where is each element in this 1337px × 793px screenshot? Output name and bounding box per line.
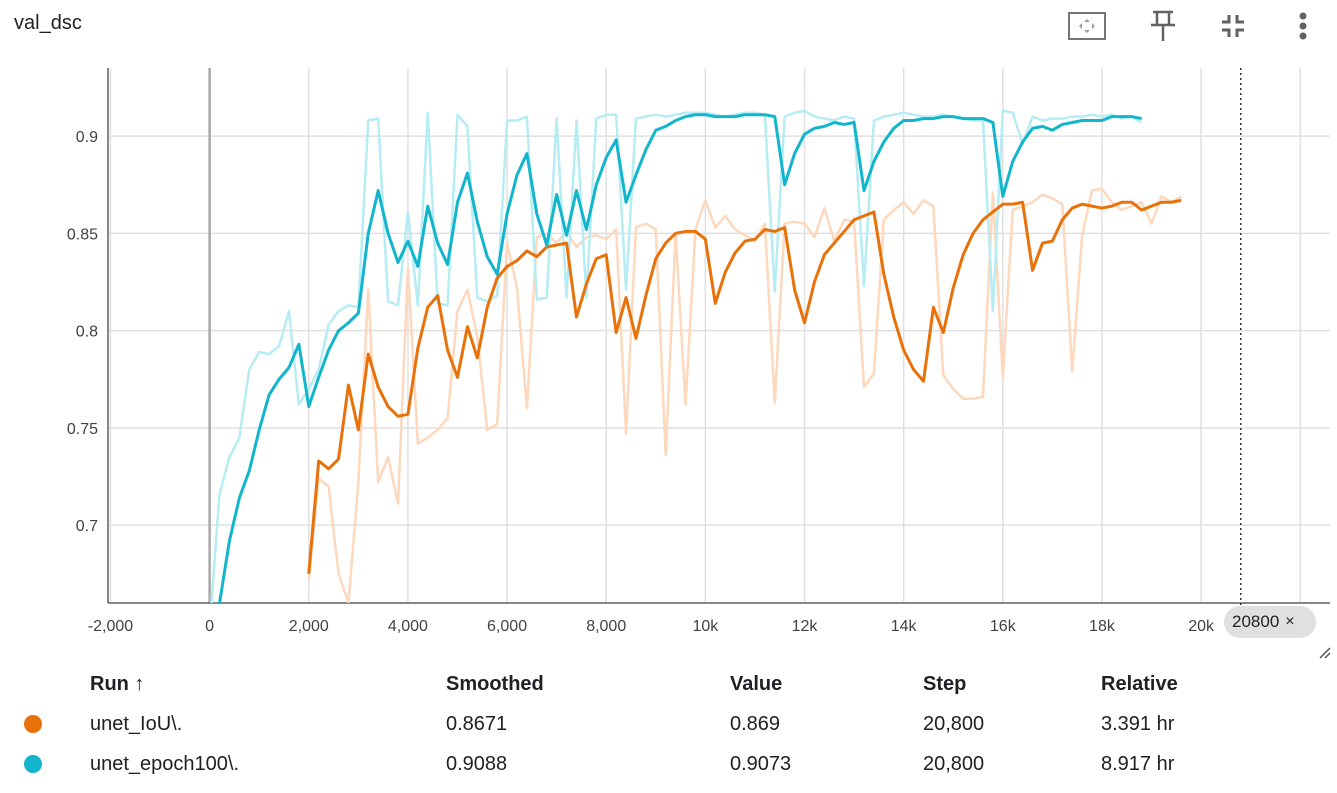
- x-tick-label: 18k: [1089, 618, 1116, 635]
- more-vert-icon[interactable]: [1283, 6, 1323, 46]
- run-relative: 8.917 hr: [1101, 752, 1175, 775]
- run-step: 20,800: [923, 752, 985, 775]
- header-color: [0, 664, 90, 704]
- x-tick-label: 12k: [792, 618, 819, 635]
- x-tick-label: 0: [205, 618, 214, 635]
- y-tick-label: 0.8: [76, 324, 98, 341]
- x-tick-label: 6,000: [487, 618, 527, 635]
- grid-lines: [107, 68, 1330, 604]
- pin-icon[interactable]: [1143, 6, 1183, 46]
- run-color-dot: [24, 755, 42, 774]
- axis-ticks: 0.7 0.75 0.8 0.85 0.9 -2,000 0 2,000 4,000 6,000 8…: [67, 129, 1314, 635]
- run-color-dot: [24, 715, 42, 734]
- series-0: [307, 187, 1182, 603]
- smoothed-series-1: [217, 113, 1142, 603]
- fit-domain-icon[interactable]: [1067, 6, 1107, 46]
- run-smoothed: 0.8671: [446, 712, 508, 735]
- header-smoothed[interactable]: Smoothed: [446, 672, 544, 695]
- y-tick-label: 0.75: [67, 421, 98, 438]
- y-tick-label: 0.85: [67, 226, 98, 243]
- close-icon[interactable]: ×: [1285, 613, 1295, 630]
- run-step: 20,800: [923, 712, 985, 735]
- raw-series-line: [307, 187, 1182, 603]
- line-chart[interactable]: 0.7 0.75 0.8 0.85 0.9 -2,000 0 2,000 4,000 6,000 8…: [0, 0, 1337, 650]
- x-tick-label: 14k: [891, 618, 918, 635]
- series-1: [210, 109, 1143, 603]
- x-tick-label: 2,000: [289, 618, 329, 635]
- x-tick-label: 4,000: [388, 618, 428, 635]
- collapse-icon[interactable]: [1213, 6, 1253, 46]
- hover-step-chip: 20800 ×: [1224, 606, 1316, 638]
- hover-step-label: 20800: [1232, 612, 1280, 631]
- run-name: unet_IoU\.: [90, 712, 183, 735]
- run-value: 0.9073: [730, 752, 792, 775]
- smoothed-series-0: [307, 198, 1182, 574]
- table-header-row: Run ↑ Smoothed Value Step Relative: [0, 664, 1301, 704]
- run-value: 0.869: [730, 712, 781, 735]
- y-tick-label: 0.9: [76, 129, 98, 146]
- header-run[interactable]: Run ↑: [90, 672, 145, 695]
- table-row[interactable]: unet_IoU\. 0.8671 0.869 20,800 3.391 hr: [0, 704, 1301, 744]
- y-tick-label: 0.7: [76, 518, 98, 535]
- smoothed-series-line: [217, 113, 1142, 603]
- x-tick-label: 10k: [692, 618, 719, 635]
- smoothed-series-line: [307, 198, 1182, 574]
- header-relative[interactable]: Relative: [1101, 672, 1178, 695]
- x-tick-label: -2,000: [88, 618, 133, 635]
- x-tick-label: 16k: [990, 618, 1017, 635]
- run-name: unet_epoch100\.: [90, 752, 240, 775]
- run-relative: 3.391 hr: [1101, 712, 1175, 735]
- table-row[interactable]: unet_epoch100\. 0.9088 0.9073 20,800 8.9…: [0, 744, 1301, 784]
- header-step[interactable]: Step: [923, 672, 967, 695]
- x-tick-label: 20k: [1188, 618, 1215, 635]
- runs-table: Run ↑ Smoothed Value Step Relative unet_…: [0, 664, 1301, 784]
- series-lines: [210, 109, 1182, 603]
- raw-series-line: [210, 109, 1143, 603]
- x-tick-label: 8,000: [586, 618, 626, 635]
- run-smoothed: 0.9088: [446, 752, 508, 775]
- chart-title: val_dsc: [14, 12, 82, 34]
- header-value[interactable]: Value: [730, 672, 783, 695]
- resize-handle-icon[interactable]: [1318, 646, 1332, 665]
